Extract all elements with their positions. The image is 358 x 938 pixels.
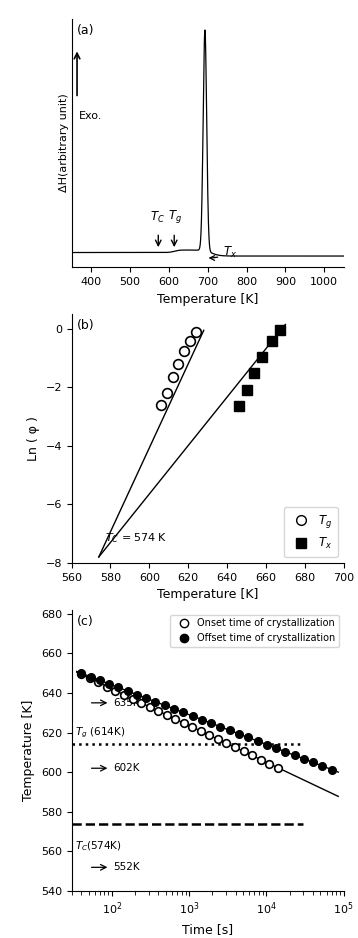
Text: $T_x$: $T_x$ <box>210 245 237 261</box>
Y-axis label: Ln ( φ ): Ln ( φ ) <box>27 416 40 461</box>
Text: (a): (a) <box>77 23 95 37</box>
Legend: Onset time of crystallization, Offset time of crystallization: Onset time of crystallization, Offset ti… <box>170 614 339 647</box>
Text: (c): (c) <box>77 615 94 628</box>
Text: Exo.: Exo. <box>78 111 102 121</box>
X-axis label: Temperature [K]: Temperature [K] <box>157 293 258 306</box>
Text: 602K: 602K <box>113 764 140 773</box>
Text: $T_C$(574K): $T_C$(574K) <box>75 840 121 854</box>
Text: 635K: 635K <box>113 698 140 708</box>
Text: $T_C$: $T_C$ <box>150 210 165 225</box>
Y-axis label: ΔH(arbitrary unit): ΔH(arbitrary unit) <box>59 94 69 192</box>
X-axis label: Temperature [K]: Temperature [K] <box>157 588 258 601</box>
X-axis label: Time [s]: Time [s] <box>182 923 233 936</box>
Y-axis label: Temperature [K]: Temperature [K] <box>22 700 35 801</box>
Text: $T_g$ (614K): $T_g$ (614K) <box>75 726 125 740</box>
Text: (b): (b) <box>77 319 95 332</box>
Text: 552K: 552K <box>113 862 140 872</box>
Text: $T_C$ = 574 K: $T_C$ = 574 K <box>105 532 167 545</box>
Text: $T_g$: $T_g$ <box>168 208 182 225</box>
Legend: $T_g$, $T_x$: $T_g$, $T_x$ <box>284 507 338 557</box>
